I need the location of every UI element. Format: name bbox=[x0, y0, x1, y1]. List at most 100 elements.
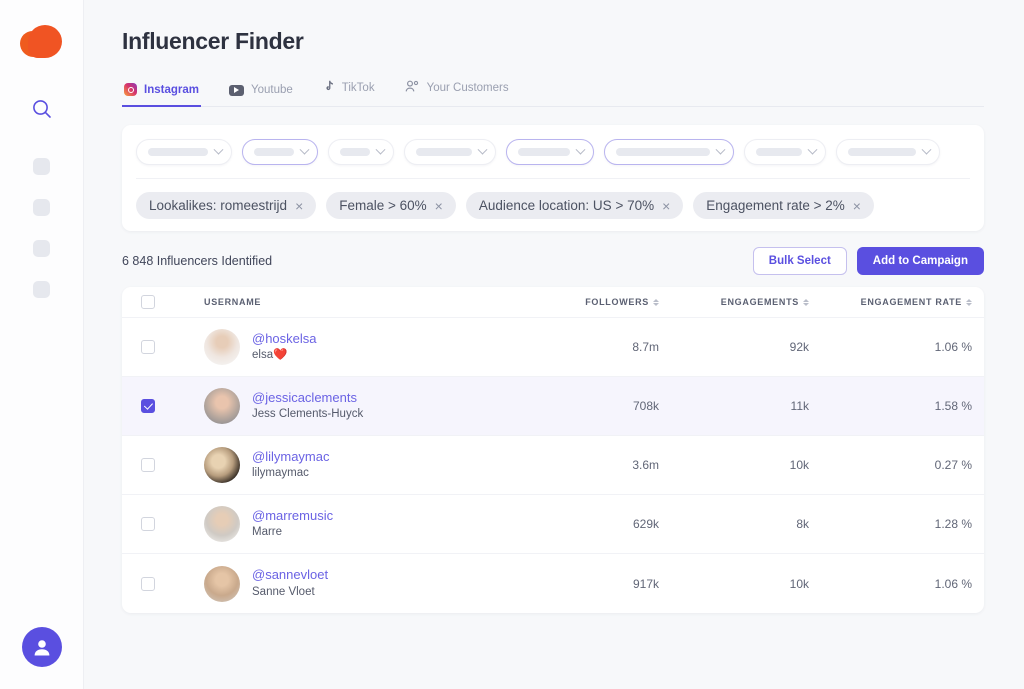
engagement-rate-cell: 0.27 % bbox=[934, 458, 972, 472]
engagement-rate-cell: 1.06 % bbox=[934, 340, 972, 354]
people-icon bbox=[405, 80, 420, 96]
username-block: @sannevloet Sanne Vloet bbox=[252, 567, 328, 599]
sidebar-item-placeholder-2[interactable] bbox=[33, 199, 50, 216]
username-cell: @lilymaymac lilymaymac bbox=[174, 447, 509, 483]
filter-chip-label: Female > 60% bbox=[339, 198, 427, 213]
sidebar-item-placeholder-1[interactable] bbox=[33, 158, 50, 175]
chevron-down-icon bbox=[575, 144, 586, 155]
user-avatar-icon[interactable] bbox=[22, 627, 62, 667]
sidebar-item-placeholder-4[interactable] bbox=[33, 281, 50, 298]
table-row[interactable]: @lilymaymac lilymaymac 3.6m 10k 0.27 % bbox=[122, 436, 984, 495]
tab-youtube-label: Youtube bbox=[250, 84, 293, 96]
table-header-row: USERNAME FOLLOWERS ENGAGEMENTS ENGAGEMEN… bbox=[122, 287, 984, 318]
engagement-rate-cell: 1.28 % bbox=[934, 517, 972, 531]
tab-tiktok-label: TikTok bbox=[341, 82, 375, 94]
filter-chip-label: Engagement rate > 2% bbox=[706, 198, 845, 213]
engagements-cell: 10k bbox=[789, 576, 809, 591]
tab-tiktok[interactable]: TikTok bbox=[321, 76, 377, 107]
filter-dropdown-6[interactable] bbox=[604, 139, 734, 165]
table-row[interactable]: @marremusic Marre 629k 8k 1.28 % bbox=[122, 495, 984, 554]
column-engagement-rate[interactable]: ENGAGEMENT RATE bbox=[809, 297, 984, 307]
username-cell: @marremusic Marre bbox=[174, 506, 509, 542]
filter-chip-4[interactable]: Engagement rate > 2% × bbox=[693, 192, 874, 219]
filter-chip-1[interactable]: Lookalikes: romeestrijd × bbox=[136, 192, 317, 219]
sort-followers-icon[interactable] bbox=[653, 298, 659, 306]
row-checkbox[interactable] bbox=[141, 517, 155, 531]
influencer-count: 6 848 Influencers Identified bbox=[122, 254, 273, 268]
row-select-cell bbox=[122, 517, 174, 531]
column-engagement-rate-label: ENGAGEMENT RATE bbox=[860, 297, 962, 307]
filter-dropdown-8[interactable] bbox=[836, 139, 940, 165]
filter-dropdown-5[interactable] bbox=[506, 139, 594, 165]
followers-cell: 708k bbox=[632, 399, 659, 413]
row-checkbox[interactable] bbox=[141, 399, 155, 413]
instagram-icon bbox=[124, 83, 137, 96]
add-to-campaign-button[interactable]: Add to Campaign bbox=[856, 247, 984, 275]
engagement-rate-cell: 1.58 % bbox=[934, 399, 972, 413]
column-followers[interactable]: FOLLOWERS bbox=[509, 297, 659, 307]
sort-engagements-icon[interactable] bbox=[803, 298, 809, 306]
active-filter-chips: Lookalikes: romeestrijd × Female > 60% × Aud… bbox=[136, 179, 970, 219]
chevron-down-icon bbox=[477, 144, 488, 155]
chevron-down-icon bbox=[807, 144, 818, 155]
filter-dropdown-placeholder bbox=[340, 148, 370, 156]
logo-blob[interactable] bbox=[19, 22, 64, 66]
filter-dropdown-placeholder bbox=[756, 148, 802, 156]
filter-dropdown-7[interactable] bbox=[744, 139, 826, 165]
username-realname: lilymaymac bbox=[252, 467, 309, 480]
avatar bbox=[204, 329, 240, 365]
username-handle[interactable]: @lilymaymac bbox=[252, 448, 330, 464]
tab-instagram[interactable]: Instagram bbox=[122, 79, 201, 107]
row-checkbox[interactable] bbox=[141, 340, 155, 354]
username-handle[interactable]: @jessicaclements bbox=[252, 389, 357, 405]
username-handle[interactable]: @sannevloet bbox=[252, 567, 329, 583]
logo-blob-front bbox=[27, 25, 62, 58]
close-icon[interactable]: × bbox=[662, 197, 671, 214]
search-icon[interactable] bbox=[25, 92, 59, 126]
filter-chip-2[interactable]: Female > 60% × bbox=[326, 192, 456, 219]
avatar bbox=[204, 447, 240, 483]
sidebar-item-placeholder-3[interactable] bbox=[33, 240, 50, 257]
filter-dropdown-placeholder bbox=[148, 148, 208, 156]
avatar bbox=[204, 565, 240, 602]
filter-dropdown-2[interactable] bbox=[242, 139, 318, 165]
page-title: Influencer Finder bbox=[122, 28, 304, 54]
row-select-cell bbox=[122, 340, 174, 354]
row-checkbox[interactable] bbox=[141, 576, 155, 591]
filter-dropdown-4[interactable] bbox=[404, 139, 496, 165]
username-handle[interactable]: @hoskelsa bbox=[252, 330, 317, 346]
filter-chip-3[interactable]: Audience location: US > 70% × bbox=[465, 192, 684, 219]
column-engagements[interactable]: ENGAGEMENTS bbox=[659, 297, 809, 307]
filter-dropdown-placeholder bbox=[254, 148, 294, 156]
filter-dropdown-placeholder bbox=[848, 148, 916, 156]
row-select-cell bbox=[122, 458, 174, 472]
row-checkbox[interactable] bbox=[141, 458, 155, 472]
username-cell: @jessicaclements Jess Clements-Huyck bbox=[174, 388, 509, 424]
platform-tabs: Instagram Youtube TikTok bbox=[122, 75, 984, 107]
tab-youtube[interactable]: Youtube bbox=[227, 80, 295, 107]
filter-chip-label: Lookalikes: romeestrijd bbox=[149, 198, 288, 213]
column-username: USERNAME bbox=[174, 297, 509, 307]
chevron-down-icon bbox=[715, 144, 726, 155]
filter-dropdown-1[interactable] bbox=[136, 139, 232, 165]
close-icon[interactable]: × bbox=[852, 197, 861, 214]
tiktok-icon bbox=[323, 80, 335, 96]
table-body: @hoskelsa elsa❤️ 8.7m 92k 1.06 % @jessicaclem… bbox=[122, 318, 984, 613]
close-icon[interactable]: × bbox=[434, 197, 443, 214]
username-realname: Sanne Vloet bbox=[252, 585, 315, 598]
filter-dropdown-3[interactable] bbox=[328, 139, 394, 165]
table-row[interactable]: @hoskelsa elsa❤️ 8.7m 92k 1.06 % bbox=[122, 318, 984, 377]
column-username-label: USERNAME bbox=[204, 297, 262, 307]
tab-your-customers[interactable]: Your Customers bbox=[403, 76, 511, 107]
close-icon[interactable]: × bbox=[295, 197, 304, 214]
select-all-checkbox[interactable] bbox=[141, 295, 155, 309]
table-row[interactable]: @sannevloet Sanne Vloet 917k 10k 1.06 % bbox=[122, 554, 984, 613]
bulk-select-button[interactable]: Bulk Select bbox=[752, 247, 847, 275]
table-row[interactable]: @jessicaclements Jess Clements-Huyck 708k 1… bbox=[122, 377, 984, 436]
engagements-cell: 92k bbox=[789, 340, 809, 354]
filter-dropdown-placeholder bbox=[616, 148, 710, 156]
select-all-cell bbox=[122, 295, 174, 309]
sort-engagement-rate-icon[interactable] bbox=[966, 298, 972, 306]
username-handle[interactable]: @marremusic bbox=[252, 507, 334, 523]
